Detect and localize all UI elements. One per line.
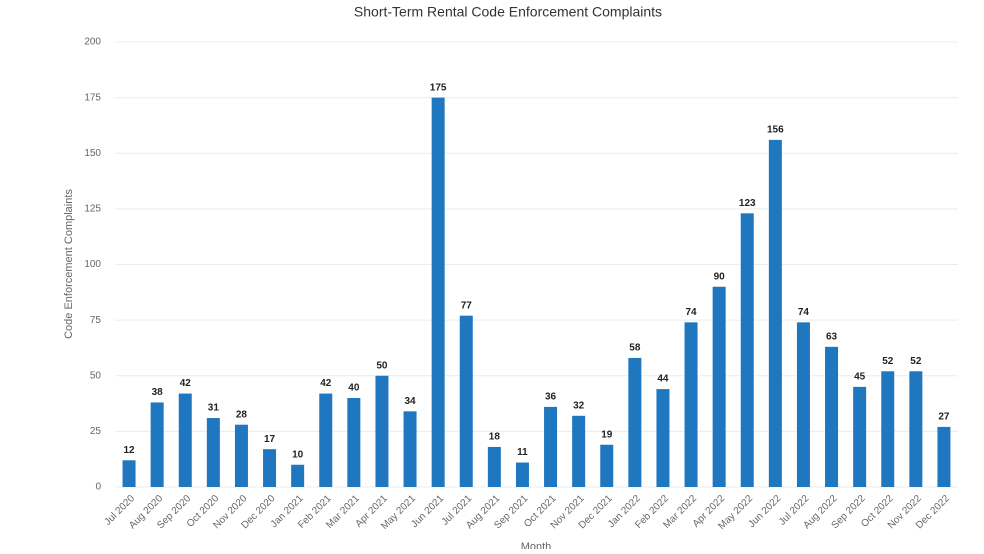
y-tick-label: 150	[84, 148, 101, 159]
data-label: 32	[573, 400, 585, 411]
data-label: 11	[517, 447, 528, 458]
y-tick-label: 175	[84, 92, 101, 103]
bar	[768, 139, 782, 487]
y-tick-label: 50	[90, 370, 102, 381]
data-label: 38	[152, 387, 164, 398]
data-label: 74	[798, 307, 810, 318]
data-label: 12	[123, 445, 135, 456]
bar	[178, 393, 192, 487]
x-axis-label: Month	[521, 541, 552, 549]
data-label: 28	[236, 409, 248, 420]
y-tick-label: 75	[90, 315, 102, 326]
data-label: 74	[685, 307, 697, 318]
data-label: 31	[208, 403, 220, 414]
data-label: 17	[264, 434, 276, 445]
bar	[572, 415, 586, 487]
data-label: 63	[826, 331, 838, 342]
bar	[347, 398, 361, 487]
y-axis-label: Code Enforcement Complaints	[63, 189, 75, 339]
data-label: 52	[910, 356, 922, 367]
data-label: 90	[714, 271, 726, 282]
data-label: 42	[180, 378, 192, 389]
data-label: 50	[376, 360, 388, 371]
bar	[740, 213, 754, 487]
bar	[431, 97, 445, 487]
bar	[375, 375, 389, 487]
bar	[712, 286, 726, 487]
bar	[515, 462, 529, 487]
data-label: 19	[601, 429, 613, 440]
bar	[881, 371, 895, 487]
y-tick-label: 100	[84, 259, 101, 270]
bar	[628, 357, 642, 487]
y-tick-label: 25	[90, 426, 102, 437]
bar	[684, 322, 698, 487]
bar	[291, 464, 305, 487]
bar	[122, 460, 136, 487]
bar	[937, 426, 951, 487]
data-label: 45	[854, 372, 866, 383]
data-label: 40	[348, 383, 360, 394]
data-label: 36	[545, 392, 557, 403]
data-label: 18	[489, 432, 501, 443]
data-label: 42	[320, 378, 332, 389]
bar	[403, 411, 417, 487]
bar	[825, 346, 839, 487]
bar	[206, 418, 220, 487]
bar	[150, 402, 164, 487]
bar	[459, 315, 473, 487]
data-label: 52	[882, 356, 894, 367]
bar	[544, 406, 558, 487]
data-label: 58	[629, 343, 641, 354]
bar	[487, 446, 501, 487]
bar	[600, 444, 614, 487]
bar	[853, 386, 867, 487]
bar	[656, 389, 670, 487]
bar	[234, 424, 248, 487]
data-label: 27	[938, 412, 950, 423]
data-label: 156	[767, 125, 784, 136]
data-label: 123	[739, 198, 756, 209]
y-tick-label: 125	[84, 204, 101, 215]
chart-title: Short-Term Rental Code Enforcement Compl…	[354, 4, 662, 20]
y-tick-label: 200	[84, 37, 101, 48]
data-label: 77	[461, 300, 473, 311]
y-tick-label: 0	[95, 482, 101, 493]
bar	[263, 449, 277, 487]
data-label: 10	[292, 449, 304, 460]
bar	[909, 371, 923, 487]
data-label: 175	[430, 82, 447, 93]
data-label: 44	[657, 374, 669, 385]
bar	[796, 322, 810, 487]
data-label: 34	[404, 396, 416, 407]
bar	[319, 393, 333, 487]
